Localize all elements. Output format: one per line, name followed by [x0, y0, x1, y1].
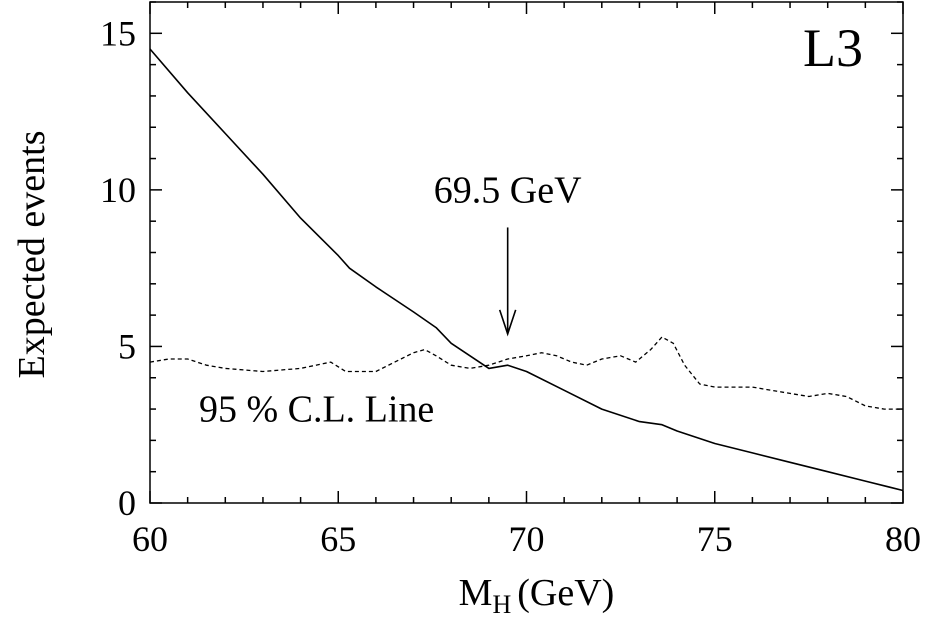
experiment-label: L3	[803, 18, 863, 78]
series-line-expected	[149, 48, 904, 492]
annotations: 69.5 GeV 95 % C.L. Line	[199, 169, 582, 430]
x-tick-label: 60	[132, 519, 168, 559]
x-tick-label: 75	[697, 519, 733, 559]
annotation-arrow-head	[498, 309, 517, 337]
y-axis-title: Expected events	[11, 131, 53, 379]
series-line-cl95	[149, 336, 903, 410]
x-tick-label: 65	[320, 519, 356, 559]
axis-ticks: 60 65 70 75 80 0 5 10 15	[100, 1, 921, 559]
x-tick-label: 70	[509, 519, 545, 559]
annotation-mass-label: 69.5 GeV	[434, 169, 582, 211]
x-axis-title-main: M	[459, 572, 493, 614]
y-tick-label: 5	[118, 326, 136, 366]
x-tick-label: 80	[885, 519, 921, 559]
annotation-cl-label: 95 % C.L. Line	[199, 389, 434, 431]
x-axis-title: MH (GeV)	[459, 572, 615, 619]
series-layer	[149, 48, 904, 492]
y-tick-label: 15	[100, 13, 136, 53]
x-axis-title-unit: (GeV)	[517, 572, 614, 614]
x-axis-title-subscript: H	[492, 590, 511, 619]
y-tick-label: 0	[118, 483, 136, 523]
y-tick-label: 10	[100, 170, 136, 210]
